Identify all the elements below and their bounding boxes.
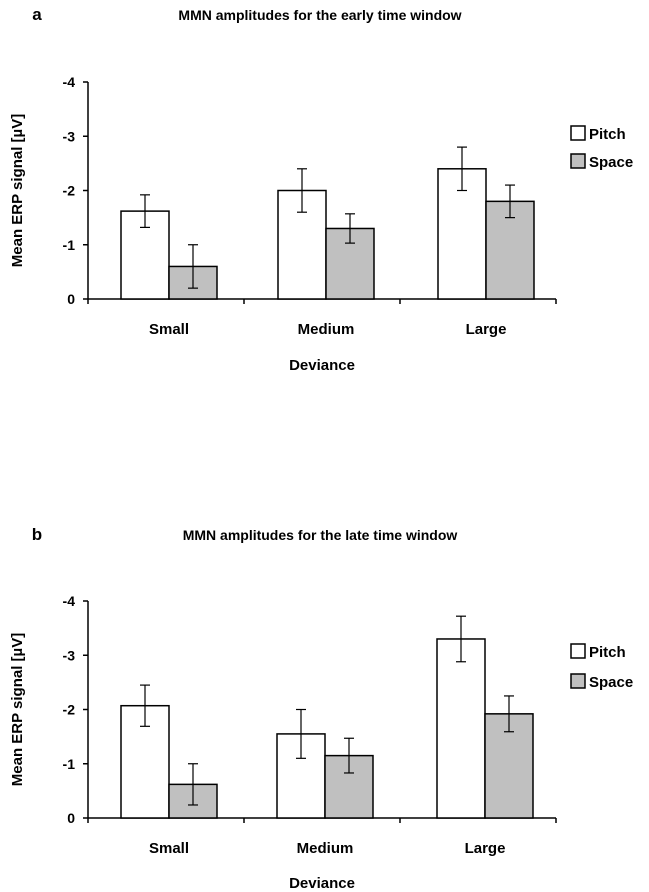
x-axis-label: Deviance	[289, 357, 355, 374]
error-bar	[188, 763, 198, 806]
error-bar	[140, 194, 150, 228]
error-bar	[344, 737, 354, 774]
legend: Pitch Space	[570, 643, 633, 691]
error-bar	[188, 244, 198, 289]
error-bar	[505, 184, 515, 219]
legend-label: Pitch	[589, 644, 626, 661]
y-tick-label: -2	[63, 702, 76, 718]
y-axis-label: Mean ERP signal [µV]	[9, 114, 26, 267]
legend-swatch-pitch	[570, 643, 586, 659]
error-bar	[296, 708, 306, 759]
chart-panel-b: b MMN amplitudes for the late time window…	[9, 525, 633, 892]
error-bar	[297, 168, 307, 213]
panel-letter: a	[32, 5, 42, 24]
legend-swatch-space	[570, 153, 586, 169]
chart-title: MMN amplitudes for the early time window	[178, 7, 461, 23]
legend-swatch-pitch	[570, 125, 586, 141]
chart-panel-a: a MMN amplitudes for the early time windo…	[9, 5, 633, 374]
bar-space	[325, 227, 375, 300]
error-bar	[456, 615, 466, 663]
y-tick-label: 0	[67, 291, 75, 307]
error-bar	[140, 684, 150, 727]
bar-pitch	[436, 638, 486, 819]
y-tick-label: 0	[67, 810, 75, 826]
y-tick-label: -1	[63, 237, 76, 253]
error-bar	[504, 695, 514, 733]
y-axis-label: Mean ERP signal [µV]	[9, 633, 26, 786]
legend-swatch-space	[570, 673, 586, 689]
x-axis-label: Deviance	[289, 875, 355, 892]
x-category-label: Large	[465, 840, 506, 857]
legend-label: Space	[589, 154, 633, 171]
x-category-label: Small	[149, 321, 189, 338]
legend: Pitch Space	[570, 125, 633, 171]
x-category-label: Large	[466, 321, 507, 338]
chart-title: MMN amplitudes for the late time window	[183, 527, 458, 543]
y-tick-label: -3	[63, 647, 76, 663]
y-tick-label: -4	[63, 74, 76, 90]
error-bar	[457, 146, 467, 192]
y-tick-label: -4	[63, 593, 76, 609]
bar-pitch	[437, 168, 487, 300]
y-tick-label: -1	[63, 756, 76, 772]
legend-label: Pitch	[589, 126, 626, 143]
x-category-label: Medium	[298, 321, 355, 338]
x-category-label: Small	[149, 840, 189, 857]
y-tick-label: -2	[63, 183, 76, 199]
y-tick-label: -3	[63, 128, 76, 144]
x-category-label: Medium	[297, 840, 354, 857]
panel-letter: b	[32, 525, 42, 544]
error-bar	[345, 213, 355, 244]
legend-label: Space	[589, 674, 633, 691]
